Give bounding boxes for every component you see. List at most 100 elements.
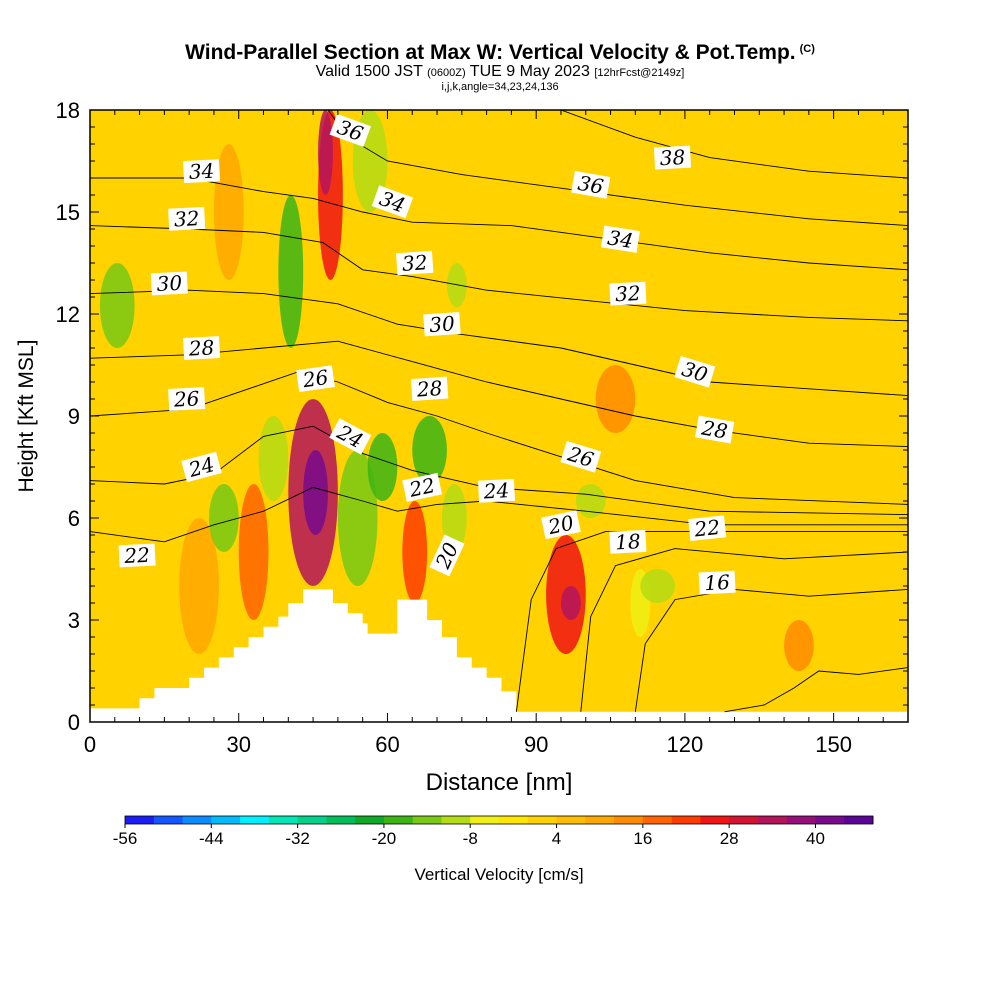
contour-label: 20 xyxy=(541,510,581,539)
isentrope-26 xyxy=(90,371,908,505)
velocity-cell xyxy=(412,416,447,484)
colorbar-swatch xyxy=(700,816,730,824)
contour-label-box xyxy=(182,336,221,360)
colorbar-tick-label: 28 xyxy=(720,829,739,848)
contour-label-text: 34 xyxy=(606,225,635,253)
contour-label-text: 24 xyxy=(482,478,510,503)
contour-label: 16 xyxy=(698,570,736,595)
contour-label: 30 xyxy=(674,356,716,388)
velocity-cell xyxy=(213,144,244,280)
velocity-cell xyxy=(441,484,467,552)
colorbar-tick-label: -44 xyxy=(199,829,224,848)
isentrope-30 xyxy=(90,289,908,397)
contour-label: 22 xyxy=(402,472,443,502)
colorbar-swatch xyxy=(671,816,701,824)
contour-label: 30 xyxy=(150,271,188,296)
velocity-cell xyxy=(208,484,239,552)
chart-titles: Wind-Parallel Section at Max W: Vertical… xyxy=(0,38,1000,94)
velocity-cell xyxy=(640,569,675,603)
velocity-cell xyxy=(99,263,135,348)
colorbar-tick-label: 4 xyxy=(552,829,561,848)
contour-label: 32 xyxy=(168,206,206,231)
contour-label-text: 34 xyxy=(188,159,215,184)
colorbar-swatch xyxy=(211,816,241,824)
terrain-mask xyxy=(90,589,908,722)
y-tick-label: 0 xyxy=(68,710,80,735)
contour-label-text: 18 xyxy=(615,529,642,554)
colorbar-swatch xyxy=(355,816,385,824)
contour-label-box xyxy=(560,441,602,473)
colorbar-swatch xyxy=(815,816,845,824)
contour-label-text: 26 xyxy=(172,386,200,411)
valid-date: TUE 9 May 2023 xyxy=(469,63,590,80)
contour-label-box xyxy=(150,271,188,296)
colorbar-tick-label: -56 xyxy=(113,829,138,848)
contour-label-text: 28 xyxy=(415,376,443,402)
velocity-cell xyxy=(560,586,581,620)
contour-label: 18 xyxy=(609,529,647,554)
velocity-cell xyxy=(402,501,428,603)
contour-label-text: 26 xyxy=(300,365,330,392)
contour-label-text: 28 xyxy=(187,335,215,360)
contour-label-box xyxy=(653,145,692,170)
velocity-cell xyxy=(367,433,398,501)
contour-label: 34 xyxy=(600,225,640,253)
contour-label-text: 28 xyxy=(699,415,729,443)
contour-label-box xyxy=(118,543,156,568)
contour-label-box xyxy=(571,170,611,199)
colorbar-swatch xyxy=(383,816,414,824)
contour-label: 22 xyxy=(118,543,156,568)
colorbar-swatch xyxy=(268,816,299,824)
colorbar-swatch xyxy=(441,816,471,824)
colorbar-frame xyxy=(124,815,874,825)
velocity-cell xyxy=(337,450,378,586)
contour-label: 38 xyxy=(653,145,692,170)
colorbar-swatch xyxy=(527,816,558,824)
velocity-cell xyxy=(575,484,606,518)
x-tick-label: 120 xyxy=(667,732,704,757)
isentrope-labels: 3634323028262422262434323028222024201816… xyxy=(118,113,736,595)
x-tick-label: 150 xyxy=(815,732,852,757)
y-tick-label: 6 xyxy=(68,506,80,531)
isentrope-20 xyxy=(515,531,908,712)
colorbar-tick-label: -8 xyxy=(463,829,478,848)
contour-label-box xyxy=(168,206,206,231)
contour-label: 30 xyxy=(423,311,461,337)
contour-label-box xyxy=(168,387,206,411)
contour-label: 32 xyxy=(395,250,434,276)
colorbar-swatch xyxy=(125,816,155,824)
copyright-mark: (C) xyxy=(799,43,815,55)
contour-label-box xyxy=(600,225,640,253)
colorbar-swatch xyxy=(614,816,644,824)
velocity-cell xyxy=(238,484,269,620)
isentrope-18 xyxy=(580,548,908,712)
colorbar-swatch xyxy=(499,816,529,824)
colorbar-swatch xyxy=(729,816,759,824)
colorbar-tick-label: -32 xyxy=(285,829,310,848)
chart-indices: i,j,k,angle=34,23,24,136 xyxy=(441,81,559,93)
y-tick-label: 3 xyxy=(68,608,80,633)
contour-label-box xyxy=(410,376,449,402)
chart-title: Wind-Parallel Section at Max W: Vertical… xyxy=(0,38,1000,64)
colorbar-swatch xyxy=(412,816,442,824)
contour-label-text: 22 xyxy=(123,543,151,568)
colorbar-swatch xyxy=(844,816,874,824)
isentrope-28 xyxy=(90,340,908,448)
contour-label: 26 xyxy=(296,365,335,392)
velocity-cell xyxy=(784,620,814,671)
isentrope-38 xyxy=(560,110,908,179)
colorbar-tick-label: -20 xyxy=(372,829,397,848)
colorbar-swatch xyxy=(326,816,356,824)
contour-label-box xyxy=(609,281,647,306)
contour-label: 28 xyxy=(410,376,449,402)
contour-label-text: 32 xyxy=(173,206,200,231)
isentrope-34 xyxy=(90,177,908,271)
contour-label-text: 30 xyxy=(428,311,455,337)
colorbar-swatch xyxy=(182,816,212,824)
contour-label-text: 20 xyxy=(545,510,576,539)
y-tick-label: 15 xyxy=(56,200,80,225)
contour-label: 36 xyxy=(571,170,611,199)
isentrope-14 xyxy=(724,667,908,713)
chart-subtitle: Valid 1500 JST (0600Z) TUE 9 May 2023 [1… xyxy=(0,64,1000,81)
velocity-cell xyxy=(595,365,636,433)
